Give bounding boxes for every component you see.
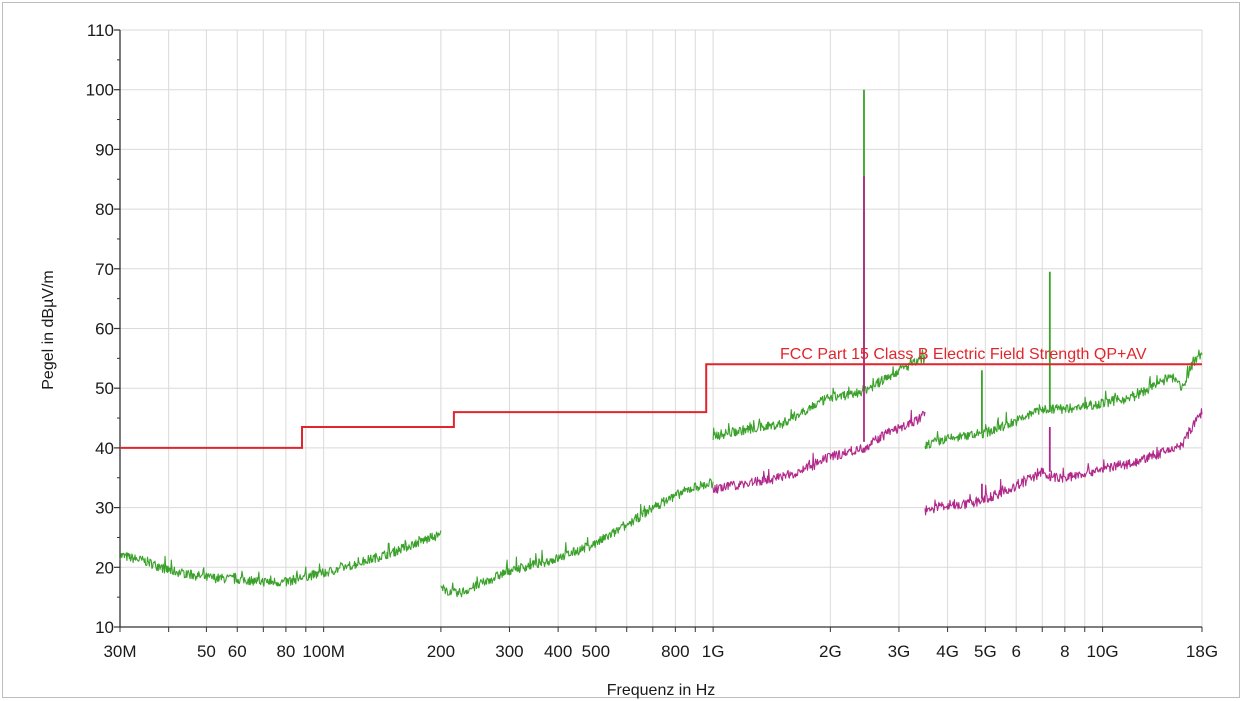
measurement-trace	[924, 349, 1203, 450]
limit-layer	[120, 363, 1202, 449]
y-tick-label: 40	[95, 439, 114, 458]
y-tick-label: 110	[87, 21, 114, 40]
y-tick-label: 80	[95, 200, 114, 219]
y-tick-label: 90	[95, 140, 114, 159]
x-tick-label: 3G	[888, 642, 911, 661]
x-tick-label: 200	[427, 642, 455, 661]
x-tick-label: 300	[495, 642, 523, 661]
y-tick-label: 50	[95, 379, 114, 398]
x-axis-title: Frequenz in Hz	[607, 682, 716, 699]
y-axis-title: Pegel in dBµV/m	[40, 270, 57, 390]
x-tick-label: 6	[1011, 642, 1020, 661]
x-tick-label: 50	[197, 642, 216, 661]
grid	[119, 29, 1203, 628]
measurement-trace	[440, 478, 714, 598]
y-tick-label: 100	[86, 81, 114, 100]
x-tick-label: 60	[228, 642, 247, 661]
x-tick-label: 4G	[936, 642, 959, 661]
x-tick-label: 30M	[103, 642, 136, 661]
axes	[114, 29, 1203, 632]
fcc-limit-line	[120, 363, 1202, 449]
y-tick-label: 70	[95, 260, 114, 279]
x-tick-label: 100M	[302, 642, 345, 661]
x-tick-label: 2G	[819, 642, 842, 661]
x-tick-label: 500	[582, 642, 610, 661]
measurement-trace	[119, 530, 442, 587]
x-tick-label: 18G	[1186, 642, 1218, 661]
series-layer	[119, 89, 1203, 598]
y-tick-label: 10	[95, 618, 114, 637]
x-tick-label: 8	[1060, 642, 1069, 661]
limit-line-label: FCC Part 15 Class B Electric Field Stren…	[780, 346, 1147, 363]
x-tick-label: 80	[276, 642, 295, 661]
measurement-trace	[924, 408, 1203, 516]
x-tick-label: 1G	[702, 642, 725, 661]
tick-labels: 10 20 30 40 50 60 70 80 90 100 110 30M 50 60 80 100M 200…	[86, 21, 1218, 661]
y-tick-label: 60	[95, 320, 114, 339]
x-tick-label: 800	[661, 642, 689, 661]
x-tick-label: 10G	[1087, 642, 1119, 661]
measurement-trace	[712, 409, 926, 494]
y-tick-label: 30	[95, 499, 114, 518]
x-tick-label: 5G	[974, 642, 997, 661]
y-tick-label: 20	[95, 558, 114, 577]
x-tick-label: 400	[544, 642, 572, 661]
measurement-trace	[712, 349, 926, 441]
